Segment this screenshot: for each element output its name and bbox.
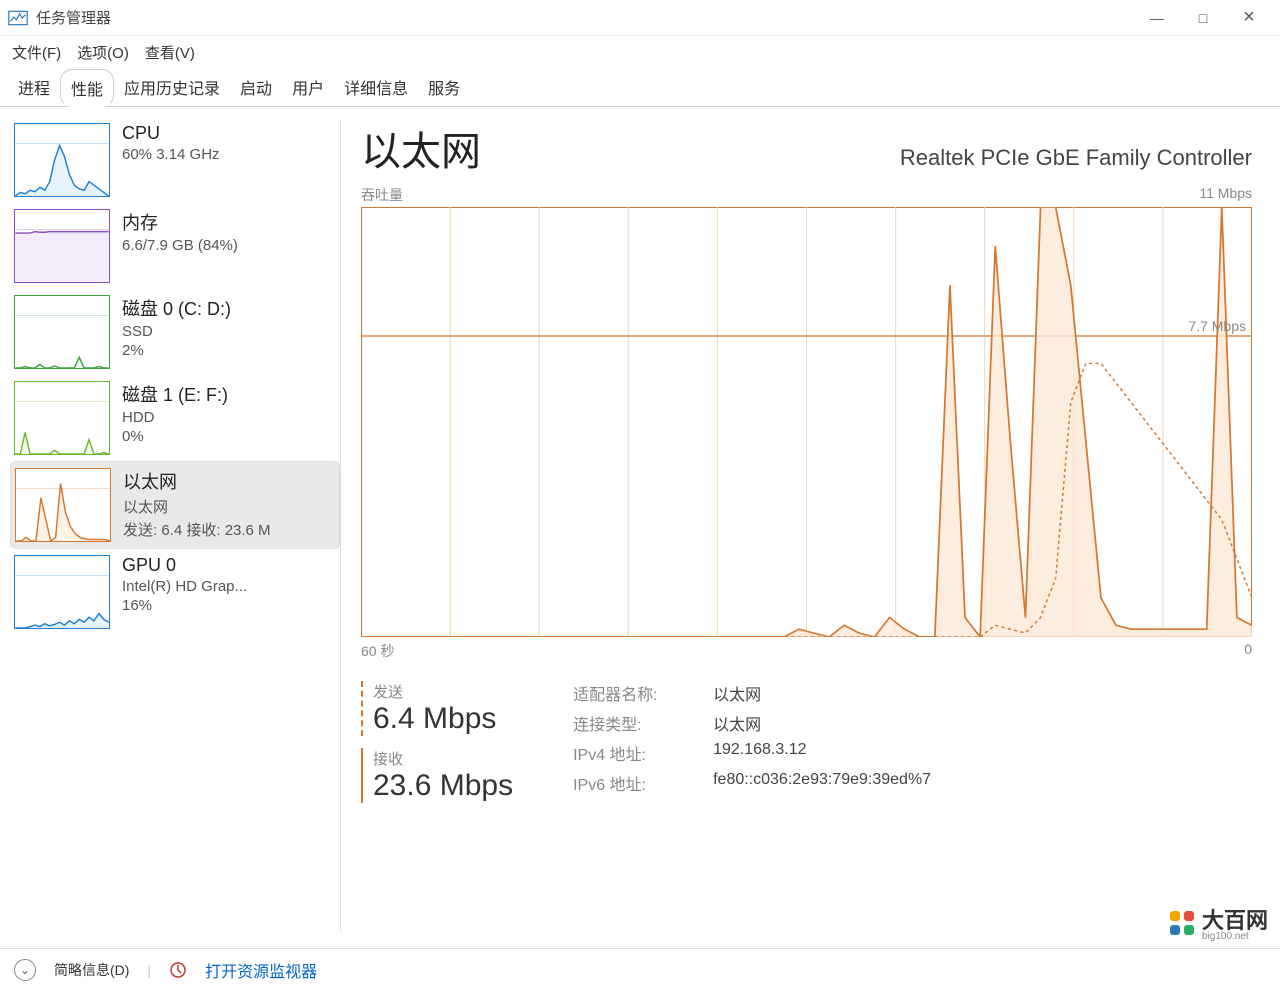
sidebar-item-ethernet[interactable]: 以太网以太网发送: 6.4 接收: 23.6 M	[10, 461, 340, 549]
sidebar-thumb-cpu	[14, 123, 110, 197]
sidebar-title: 磁盘 1 (E: F:)	[122, 381, 228, 407]
sidebar-line1: 6.6/7.9 GB (84%)	[122, 237, 238, 254]
title-bar: 任务管理器 — □ ×	[0, 0, 1280, 36]
window-title: 任务管理器	[36, 7, 111, 28]
tab-startup[interactable]: 启动	[230, 69, 282, 106]
sidebar-title: 以太网	[123, 468, 271, 494]
menu-file[interactable]: 文件(F)	[12, 42, 61, 63]
sidebar-thumb-gpu0	[14, 555, 110, 629]
close-button[interactable]: ×	[1226, 2, 1272, 34]
tab-users[interactable]: 用户	[282, 69, 334, 106]
sidebar-line2: 0%	[122, 428, 228, 445]
footer: ⌄ 简略信息(D) | 打开资源监视器	[0, 948, 1280, 990]
throughput-chart: 7.7 Mbps	[361, 207, 1252, 637]
sidebar-title: 内存	[122, 209, 238, 235]
tab-app-history[interactable]: 应用历史记录	[114, 69, 230, 106]
sidebar-line1: 以太网	[123, 496, 271, 517]
watermark-icon	[1168, 909, 1196, 937]
sidebar-item-memory[interactable]: 内存 6.6/7.9 GB (84%)	[10, 203, 340, 289]
info-table: 适配器名称:以太网 连接类型:以太网 IPv4 地址:192.168.3.12 …	[573, 681, 931, 803]
sidebar: CPU 60% 3.14 GHz 内存 6.6/7.9 GB (84%) 磁盘 0 (C…	[0, 107, 340, 945]
sidebar-title: CPU	[122, 123, 220, 144]
stat-receive: 接收 23.6 Mbps	[361, 748, 513, 803]
resmon-icon	[169, 961, 187, 979]
sidebar-title: GPU 0	[122, 555, 247, 576]
menu-view[interactable]: 查看(V)	[145, 42, 195, 63]
maximize-button[interactable]: □	[1180, 2, 1226, 34]
sidebar-thumb-disk0	[14, 295, 110, 369]
sidebar-line1: Intel(R) HD Grap...	[122, 578, 247, 595]
menu-options[interactable]: 选项(O)	[77, 42, 129, 63]
sidebar-thumb-memory	[14, 209, 110, 283]
watermark: 大百网 big100.net	[1168, 903, 1268, 942]
sidebar-item-disk0[interactable]: 磁盘 0 (C: D:) SSD 2%	[10, 289, 340, 375]
chart-marker-label: 7.7 Mbps	[1188, 318, 1246, 334]
minimize-button[interactable]: —	[1134, 2, 1180, 34]
sidebar-line1: 60% 3.14 GHz	[122, 146, 220, 163]
sidebar-line2: 16%	[122, 597, 247, 614]
sidebar-item-gpu0[interactable]: GPU 0 Intel(R) HD Grap... 16%	[10, 549, 340, 635]
sidebar-line1: HDD	[122, 409, 228, 426]
adapter-name: Realtek PCIe GbE Family Controller	[900, 145, 1252, 171]
chart-max-label: 11 Mbps	[1199, 185, 1252, 205]
tab-services[interactable]: 服务	[418, 69, 470, 106]
sidebar-line1: SSD	[122, 323, 231, 340]
tab-strip: 进程 性能 应用历史记录 启动 用户 详细信息 服务	[0, 69, 1280, 107]
main-panel: 以太网 Realtek PCIe GbE Family Controller 吞…	[341, 107, 1280, 945]
main-heading: 以太网	[361, 119, 481, 177]
tab-performance[interactable]: 性能	[60, 69, 114, 107]
sidebar-line2: 2%	[122, 342, 231, 359]
app-icon	[8, 10, 28, 26]
sidebar-thumb-disk1	[14, 381, 110, 455]
sidebar-title: 磁盘 0 (C: D:)	[122, 295, 231, 321]
sidebar-item-cpu[interactable]: CPU 60% 3.14 GHz	[10, 117, 340, 203]
x-axis-left: 60 秒	[361, 641, 394, 661]
fewer-details-icon[interactable]: ⌄	[14, 959, 36, 981]
menu-bar: 文件(F) 选项(O) 查看(V)	[0, 36, 1280, 69]
sidebar-line2: 发送: 6.4 接收: 23.6 M	[123, 519, 271, 540]
x-axis-right: 0	[1244, 641, 1252, 661]
sidebar-item-disk1[interactable]: 磁盘 1 (E: F:) HDD 0%	[10, 375, 340, 461]
sidebar-thumb-ethernet	[15, 468, 111, 542]
open-resource-monitor[interactable]: 打开资源监视器	[205, 958, 317, 982]
stat-send: 发送 6.4 Mbps	[361, 681, 513, 736]
fewer-details-label[interactable]: 简略信息(D)	[54, 960, 129, 980]
tab-processes[interactable]: 进程	[8, 69, 60, 106]
throughput-label: 吞吐量	[361, 185, 403, 205]
tab-details[interactable]: 详细信息	[334, 69, 418, 106]
